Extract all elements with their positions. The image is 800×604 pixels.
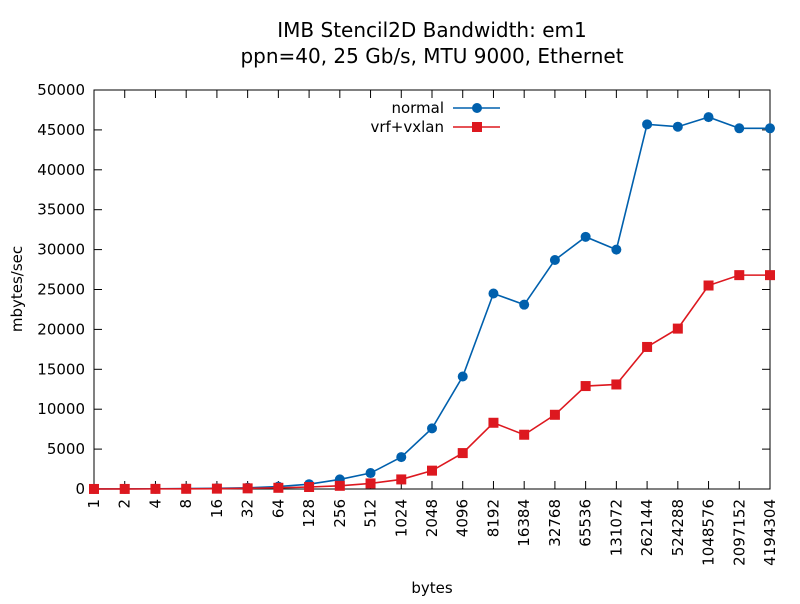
y-tick-label: 15000	[37, 360, 85, 378]
data-point	[765, 270, 775, 281]
x-tick-label: 64	[269, 499, 287, 518]
data-point	[396, 474, 407, 485]
y-tick-label: 25000	[37, 281, 85, 299]
data-point	[304, 482, 315, 493]
x-tick-label: 128	[300, 499, 318, 528]
data-point	[519, 429, 530, 440]
x-tick-label: 4	[146, 499, 164, 509]
data-point	[427, 465, 437, 476]
x-axis-label: bytes	[411, 579, 453, 597]
data-point	[150, 483, 161, 494]
x-tick-label: 4096	[454, 499, 472, 537]
data-point	[580, 231, 591, 242]
data-point	[181, 483, 192, 494]
x-tick-label: 8192	[484, 499, 502, 537]
y-axis: 0 5000 10000 15000 20000 25000 30000 35000 40000…	[37, 81, 770, 498]
data-point	[672, 121, 683, 132]
data-point	[642, 341, 653, 352]
x-tick-label: 131072	[607, 499, 625, 556]
data-point	[703, 280, 714, 291]
series-0	[89, 112, 775, 494]
data-point	[427, 423, 437, 434]
x-tick-label: 256	[331, 499, 349, 528]
data-point	[672, 323, 683, 334]
x-tick-label: 32768	[546, 499, 564, 547]
y-tick-label: 5000	[47, 440, 85, 458]
x-tick-label: 1048576	[700, 499, 718, 566]
y-tick-label: 30000	[37, 241, 85, 259]
series-layer	[89, 112, 775, 494]
x-tick-label: 32	[239, 499, 257, 518]
x-tick-label: 65536	[577, 499, 595, 547]
data-point	[519, 299, 530, 310]
data-point	[549, 254, 560, 265]
data-point	[488, 288, 499, 299]
data-point	[642, 119, 653, 130]
x-tick-label: 1024	[392, 499, 410, 537]
data-point	[549, 409, 560, 420]
x-tick-label: 8	[177, 499, 195, 509]
x-tick-label: 524288	[669, 499, 687, 556]
chart-title: IMB Stencil2D Bandwidth: em1	[277, 18, 586, 42]
data-point	[396, 452, 407, 463]
legend-marker	[472, 103, 482, 113]
data-point	[611, 379, 622, 390]
x-tick-label: 512	[362, 499, 380, 528]
x-tick-label: 2048	[423, 499, 441, 537]
data-point	[119, 483, 130, 494]
data-point	[365, 478, 376, 489]
data-point	[488, 417, 499, 428]
data-point	[273, 482, 284, 493]
data-point	[211, 483, 222, 494]
y-tick-label: 20000	[37, 320, 85, 338]
x-tick-label: 2097152	[730, 499, 748, 566]
y-tick-label: 50000	[37, 81, 85, 99]
data-point	[365, 468, 376, 479]
y-tick-label: 45000	[37, 121, 85, 139]
y-tick-label: 40000	[37, 161, 85, 179]
x-tick-label: 262144	[638, 499, 656, 556]
series-1	[89, 270, 775, 494]
data-point	[765, 123, 775, 134]
y-axis-label: mbytes/sec	[8, 246, 26, 332]
y-tick-label: 35000	[37, 201, 85, 219]
data-point	[611, 244, 622, 255]
legend-marker	[472, 122, 482, 132]
x-axis: 1 2 4 8 16 32 64 128 256 512 1024 2048 4096 8192 16384…	[85, 90, 779, 566]
legend-label: vrf+vxlan	[370, 118, 444, 136]
data-point	[580, 381, 591, 392]
x-tick-label: 1	[85, 499, 103, 509]
x-tick-label: 16	[208, 499, 226, 518]
x-tick-label: 4194304	[761, 499, 779, 566]
chart-subtitle: ppn=40, 25 Gb/s, MTU 9000, Ethernet	[240, 44, 623, 68]
data-point	[703, 112, 714, 123]
data-point	[734, 123, 745, 134]
data-point	[457, 448, 468, 459]
y-tick-label: 0	[75, 480, 85, 498]
data-point	[89, 483, 99, 494]
legend-label: normal	[391, 99, 444, 117]
data-point	[457, 371, 468, 382]
x-tick-label: 2	[116, 499, 134, 509]
data-point	[242, 483, 253, 494]
series-line	[93, 274, 770, 490]
y-tick-label: 10000	[37, 400, 85, 418]
data-point	[334, 480, 345, 491]
x-tick-label: 16384	[515, 499, 533, 547]
data-point	[734, 270, 745, 281]
